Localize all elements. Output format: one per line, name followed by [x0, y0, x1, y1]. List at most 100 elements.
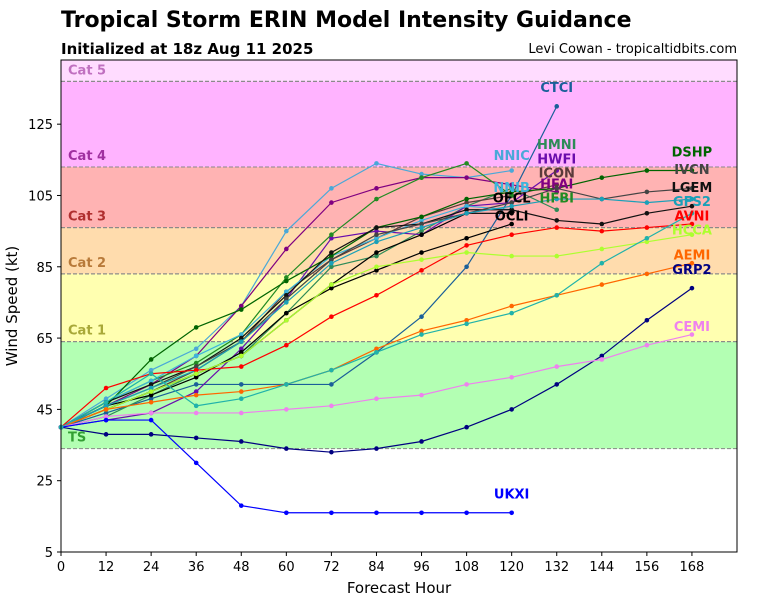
data-point-dshp: [509, 189, 514, 195]
data-point-ctci: [329, 382, 334, 387]
model-label-hmni: HMNI: [537, 138, 577, 153]
model-label-hwfi: HWFI: [537, 152, 576, 167]
data-point-ctci: [554, 104, 560, 109]
data-point-grp2: [464, 424, 469, 430]
data-point-ukxi: [103, 417, 109, 423]
data-point-hfai: [464, 175, 469, 180]
data-point-ukxi: [284, 510, 289, 516]
data-point-ukxi: [148, 417, 154, 423]
data-point-ocli: [509, 221, 514, 227]
data-point-grp2: [644, 317, 650, 323]
model-label-avni: AVNI: [674, 209, 709, 224]
data-point-hfai: [509, 182, 514, 188]
data-point-nnic: [284, 228, 289, 234]
data-point-grp2: [284, 446, 289, 451]
data-point-cemi: [419, 392, 424, 398]
data-point-gfs2: [329, 260, 334, 266]
data-point-gfs2: [554, 196, 560, 202]
data-point-ukxi: [238, 503, 244, 508]
data-point-grp2: [193, 435, 199, 441]
data-point-aemi: [148, 399, 154, 405]
data-point-nnic: [148, 367, 154, 373]
data-point-hmni: [419, 228, 424, 234]
data-point-ivcn: [329, 257, 334, 262]
model-label-ctci: CTCI: [540, 81, 573, 96]
data-point-hcca: [599, 246, 605, 252]
data-point-cemi: [193, 410, 199, 416]
data-point-nnib: [284, 289, 289, 295]
data-point-ctci: [464, 264, 469, 270]
data-point-aemi: [509, 303, 514, 309]
data-point-teal2: [103, 399, 109, 405]
data-point-hwfi: [329, 235, 334, 241]
model-label-hfbi: HFBI: [539, 192, 574, 207]
model-label-hcca: HCCA: [672, 224, 712, 239]
data-point-teal2: [464, 321, 469, 327]
x-tick-label: 120: [499, 560, 524, 575]
data-point-hfai: [329, 200, 334, 205]
data-point-dshp: [464, 196, 469, 202]
data-point-grp2: [554, 382, 560, 387]
data-point-lgem: [464, 207, 469, 213]
data-point-avni: [599, 228, 605, 234]
data-point-nnib: [238, 332, 244, 337]
x-tick-label: 48: [233, 560, 250, 575]
data-point-hmni: [374, 253, 379, 259]
data-point-cemi: [284, 407, 289, 412]
data-point-aemi: [238, 389, 244, 394]
data-point-avni: [238, 364, 244, 369]
data-point-hcca: [464, 250, 469, 255]
data-point-dshp: [599, 175, 605, 180]
x-tick-label: 12: [98, 560, 115, 575]
data-point-grp2: [419, 439, 424, 444]
data-point-hfai: [238, 303, 244, 309]
data-point-hcca: [284, 317, 289, 323]
data-point-ocli: [374, 268, 379, 273]
data-point-hwfi: [374, 228, 379, 234]
data-point-ocli: [419, 250, 424, 255]
data-point-ocli: [148, 392, 154, 398]
data-point-hcca: [419, 257, 424, 262]
chart-title: Tropical Storm ERIN Model Intensity Guid…: [61, 8, 632, 33]
data-point-teal2: [689, 211, 695, 216]
category-label: Cat 4: [68, 149, 106, 164]
data-point-avni: [644, 225, 650, 230]
data-point-nnib: [148, 378, 154, 384]
data-point-dshp: [419, 214, 424, 220]
data-point-aemi: [599, 282, 605, 287]
data-point-hfbi: [464, 161, 469, 166]
data-point-aemi: [419, 328, 424, 334]
data-point-cemi: [238, 410, 244, 416]
x-tick-label: 156: [634, 560, 659, 575]
data-point-ocli: [464, 235, 469, 241]
model-label-cemi: CEMI: [674, 320, 710, 335]
data-point-lgem: [238, 335, 244, 341]
x-tick-label: 24: [143, 560, 160, 575]
data-point-icon: [554, 182, 560, 188]
data-point-teal2: [193, 403, 199, 409]
band-cat-5: [61, 60, 737, 82]
x-tick-label: 72: [323, 560, 340, 575]
data-point-nnic: [509, 168, 514, 173]
y-tick-label: 125: [28, 118, 53, 133]
category-label: TS: [68, 431, 86, 446]
data-point-ocli: [193, 375, 199, 380]
data-point-cemi: [599, 357, 605, 362]
y-tick-label: 105: [28, 189, 53, 204]
band-cat-3: [61, 166, 737, 228]
data-point-aemi: [374, 346, 379, 352]
data-point-grp2: [689, 285, 695, 291]
data-point-hmni: [554, 207, 560, 213]
data-point-lgem: [599, 221, 605, 227]
data-point-dshp: [238, 307, 244, 312]
data-point-gfs2: [689, 196, 695, 202]
data-point-ivcn: [193, 364, 199, 369]
data-point-avni: [284, 342, 289, 348]
data-point-dshp: [689, 168, 695, 173]
data-point-dshp: [644, 168, 650, 173]
data-point-hfai: [554, 189, 560, 195]
data-point-lgem: [689, 203, 695, 209]
x-tick-label: 36: [188, 560, 205, 575]
data-point-ivcn: [554, 186, 560, 191]
data-point-teal2: [419, 332, 424, 337]
